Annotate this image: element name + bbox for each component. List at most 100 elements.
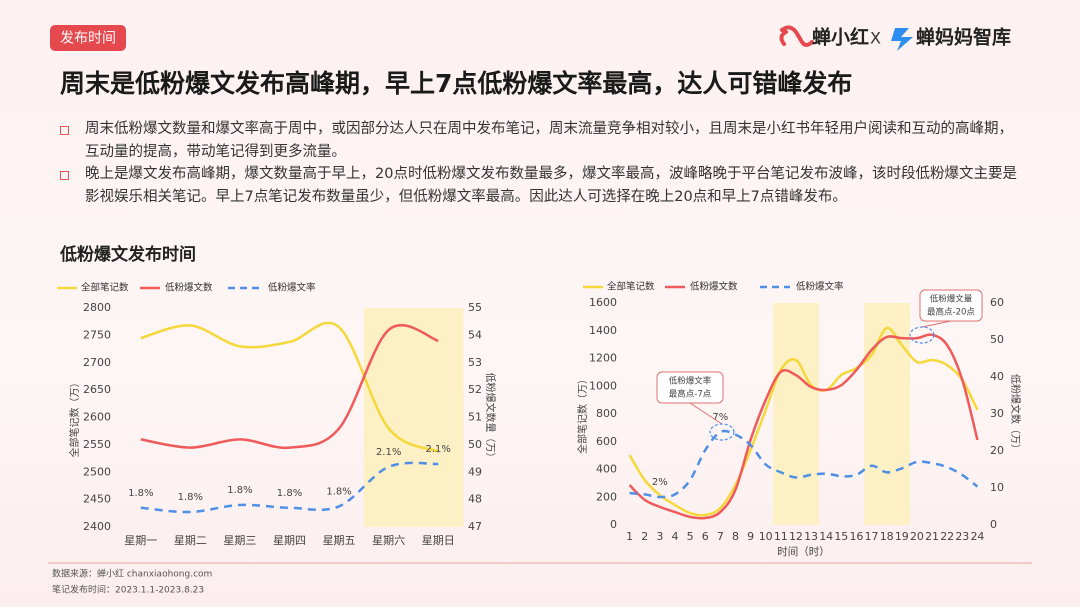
annotation-box xyxy=(919,289,983,322)
y-tick-label: 2600 xyxy=(83,411,111,424)
x-tick-label: 15 xyxy=(834,530,848,543)
y2-tick-label: 40 xyxy=(990,370,1004,383)
footer-source: 数据来源：蝉小红 chanxiaohong.com xyxy=(52,568,212,580)
annotation-text: 最高点-7点 xyxy=(669,389,712,400)
x-axis-title: 时间（时） xyxy=(777,545,830,558)
x-tick-label: 星期五 xyxy=(323,534,356,547)
x-tick-label: 星期六 xyxy=(372,534,405,547)
x-tick-label: 星期三 xyxy=(223,534,256,547)
x-tick-label: 17 xyxy=(865,530,879,543)
brand-2: 蝉妈妈智库 xyxy=(916,26,1011,49)
data-label: 2.1% xyxy=(376,447,401,458)
annotation-text: 最高点-20点 xyxy=(927,307,975,318)
data-label: 2% xyxy=(652,477,668,488)
x-tick-label: 星期日 xyxy=(422,534,455,547)
highlight-band xyxy=(773,303,789,525)
y-tick-label: 1200 xyxy=(589,352,617,365)
annotation-circle xyxy=(909,326,935,344)
annotation-box xyxy=(656,371,724,404)
y-tick-label: 2450 xyxy=(83,493,111,506)
x-tick-label: 19 xyxy=(895,530,909,543)
y2-tick-label: 60 xyxy=(990,296,1004,309)
y2-tick-label: 20 xyxy=(990,444,1004,457)
series-line xyxy=(628,333,979,520)
y2-tick-label: 54 xyxy=(468,328,482,341)
y2-tick-label: 50 xyxy=(990,333,1004,346)
x-tick-label: 5 xyxy=(687,530,694,543)
data-label: 1.8% xyxy=(178,492,203,503)
y2-tick-label: 52 xyxy=(468,383,482,396)
legend-label: 全部笔记数 xyxy=(81,282,129,294)
x-tick-label: 18 xyxy=(880,530,894,543)
highlight-band xyxy=(803,303,820,525)
section-title: 低粉爆文发布时间 xyxy=(59,244,196,265)
annotation-text: 低粉爆文量 xyxy=(930,294,973,305)
annotation-text: 低粉爆文率 xyxy=(669,376,712,387)
data-label: 1.8% xyxy=(277,488,302,499)
legend-label: 低粉爆文数 xyxy=(165,282,213,294)
y-tick-label: 2750 xyxy=(83,328,111,341)
y2-tick-label: 47 xyxy=(468,520,482,533)
x-tick-label: 14 xyxy=(819,530,833,543)
x-tick-label: 2 xyxy=(641,530,648,543)
x-tick-label: 3 xyxy=(656,530,663,543)
x-tick-label: 9 xyxy=(747,530,754,543)
y-tick-label: 600 xyxy=(596,435,617,448)
legend-label: 低粉爆文率 xyxy=(796,281,844,293)
series-line xyxy=(628,326,979,517)
x-tick-label: 星期四 xyxy=(273,534,306,547)
series-line xyxy=(140,321,439,453)
y-tick-label: 400 xyxy=(596,463,617,476)
x-tick-label: 10 xyxy=(759,530,773,543)
y2-tick-label: 53 xyxy=(468,356,482,369)
data-label: 7% xyxy=(712,412,728,423)
y2-tick-label: 49 xyxy=(468,465,482,478)
annotation-circle xyxy=(709,423,735,441)
series-line xyxy=(140,461,439,514)
y-tick-label: 2400 xyxy=(83,520,111,533)
y2-tick-label: 55 xyxy=(468,301,482,314)
y2-tick-label: 0 xyxy=(990,518,997,531)
highlight-band xyxy=(413,308,464,527)
x-tick-label: 4 xyxy=(671,530,678,543)
y2-axis-title: 低粉爆文数量（万） xyxy=(484,373,497,463)
highlight-band xyxy=(864,303,880,525)
series-line xyxy=(629,429,979,499)
legend-label: 全部笔记数 xyxy=(607,281,655,293)
y2-tick-label: 48 xyxy=(468,493,482,506)
y2-axis-title: 低粉爆文数（万） xyxy=(1009,374,1022,454)
x-tick-label: 13 xyxy=(804,530,818,543)
tag: 发布时间 xyxy=(60,31,116,47)
y-tick-label: 1400 xyxy=(589,324,617,337)
data-label: 2.1% xyxy=(426,444,451,455)
brand-1-icon xyxy=(779,25,814,47)
annotation-leader xyxy=(921,320,952,328)
y-tick-label: 0 xyxy=(610,518,617,531)
x-tick-label: 1 xyxy=(626,530,633,543)
brand-2-icon xyxy=(891,28,913,51)
y-tick-label: 200 xyxy=(596,490,617,503)
chart: 2400 2450 2500 2550 2600 2650 2700 2750 2800 47 48… xyxy=(57,282,497,547)
y-tick-label: 1000 xyxy=(589,379,617,392)
legend-label: 低粉爆文率 xyxy=(268,282,316,294)
x-tick-label: 8 xyxy=(732,530,739,543)
data-label: 1.8% xyxy=(326,486,351,497)
x-tick-label: 7 xyxy=(717,530,724,543)
tag-bg xyxy=(50,25,126,51)
annotation-leader xyxy=(689,402,723,425)
y-tick-label: 2800 xyxy=(83,301,111,314)
data-label: 1.8% xyxy=(227,485,252,496)
x-tick-label: 16 xyxy=(849,530,863,543)
y-tick-label: 1600 xyxy=(589,296,617,309)
y-axis-title: 全部笔记数（万） xyxy=(68,378,81,458)
y-tick-label: 2650 xyxy=(83,383,111,396)
y2-tick-label: 10 xyxy=(990,481,1004,494)
highlight-band xyxy=(788,303,804,525)
y2-tick-label: 51 xyxy=(468,411,482,424)
data-label: 1.8% xyxy=(128,488,153,499)
y2-tick-label: 50 xyxy=(468,438,482,451)
series-line xyxy=(140,323,439,450)
x-tick-label: 星期一 xyxy=(124,534,157,547)
